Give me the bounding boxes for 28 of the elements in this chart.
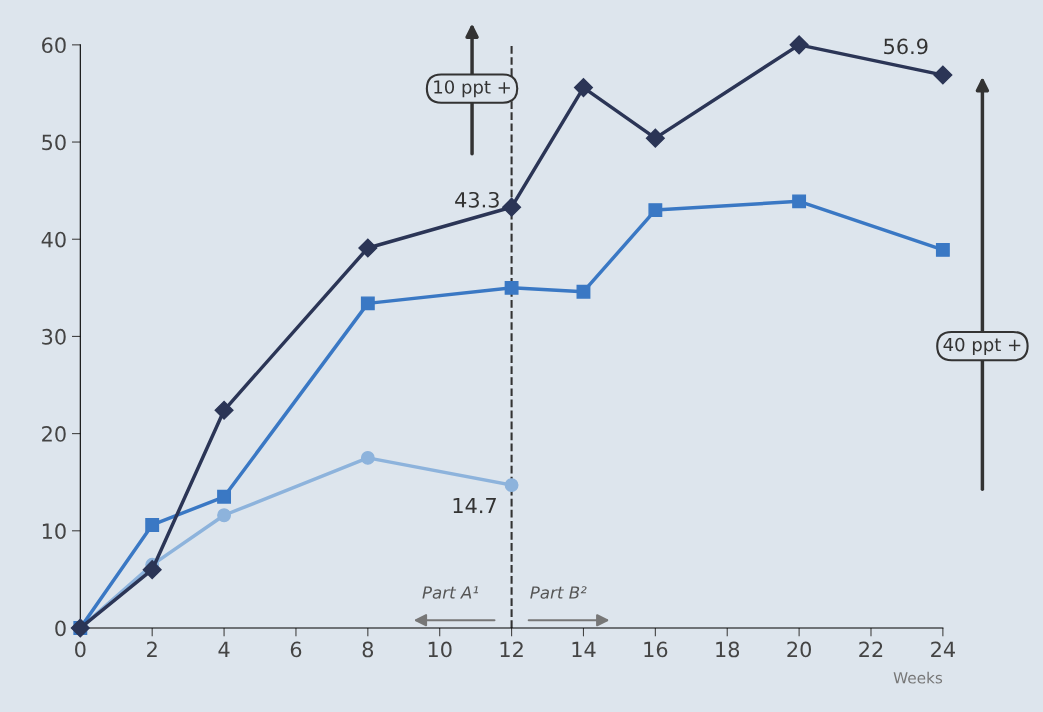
- data-label: 14.7: [453, 497, 496, 514]
- data-label: 56.9: [884, 38, 928, 55]
- x-tick-label: 22: [859, 641, 883, 658]
- x-tick-label: 8: [362, 641, 374, 658]
- x-tick-label: 20: [787, 641, 811, 658]
- x-tick-label: 4: [218, 641, 230, 658]
- y-tick-label: 50: [42, 134, 66, 151]
- x-axis-title: Weeks: [893, 671, 943, 684]
- x-tick-label: 10: [428, 641, 452, 658]
- y-tick-label: 20: [42, 426, 66, 442]
- x-tick-label: 0: [75, 641, 86, 658]
- x-tick-label: 6: [290, 641, 302, 658]
- data-label: 43.3: [455, 191, 499, 208]
- text: 40 ppt +: [943, 337, 1021, 355]
- y-tick-label: 10: [42, 523, 66, 540]
- x-tick-label: 2: [147, 641, 157, 658]
- annotation: Part A¹: [422, 586, 479, 599]
- annotation: 10 ppt +: [434, 80, 510, 98]
- y-tick-label: 40: [41, 231, 66, 248]
- x-tick-label: 16: [644, 641, 668, 658]
- x-tick-label: 12: [500, 641, 523, 658]
- x-tick-label: 14: [572, 641, 596, 658]
- y-tick-label: 30: [42, 328, 66, 345]
- y-tick-label: 60: [42, 37, 66, 54]
- annotation: Part B²: [530, 586, 587, 599]
- x-tick-label: 18: [716, 641, 740, 658]
- y-tick-label: 0: [55, 620, 66, 637]
- x-tick-label: 24: [931, 641, 955, 658]
